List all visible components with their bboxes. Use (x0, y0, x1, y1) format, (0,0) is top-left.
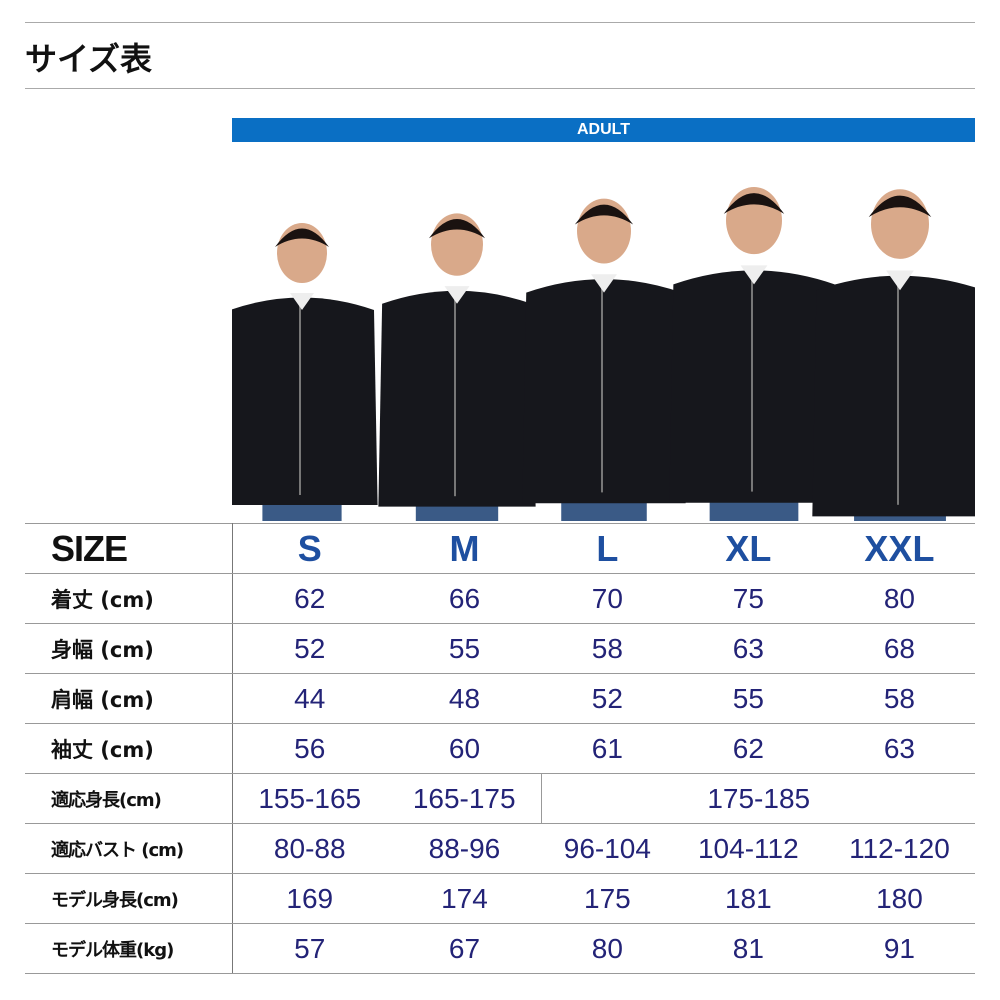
cell: 55 (672, 673, 824, 724)
cell: 80-88 (232, 823, 387, 874)
table-row: 適応身長(cm) 155-165 165-175 175-185 (25, 773, 975, 824)
cell: 52 (232, 623, 387, 674)
cell: 48 (386, 673, 542, 724)
size-xl: XL (672, 523, 824, 574)
size-m: M (386, 523, 542, 574)
title-divider (25, 88, 975, 89)
page-title: サイズ表 (25, 40, 153, 78)
size-table: SIZE S M L XL XXL 着丈 (cm) 62 66 70 75 80 身幅 (… (25, 523, 975, 974)
size-xxl: XXL (823, 523, 975, 574)
cell: 63 (672, 623, 824, 674)
row-label: 着丈 (cm) (25, 573, 233, 624)
cell: 67 (386, 923, 542, 974)
cell: 62 (672, 723, 824, 774)
cell: 80 (823, 573, 975, 624)
table-row: 適応バスト (cm) 80-88 88-96 96-104 104-112 112-120 (25, 823, 975, 874)
row-label: モデル体重(kg) (25, 923, 233, 974)
row-label: 適応身長(cm) (25, 773, 233, 824)
table-row: モデル身長(cm) 169 174 175 181 180 (25, 873, 975, 924)
cell: 91 (823, 923, 975, 974)
cell: 55 (386, 623, 542, 674)
row-label: 適応バスト (cm) (25, 823, 233, 874)
top-divider (25, 22, 975, 23)
cell: 112-120 (823, 823, 975, 874)
cell-merged: 175-185 (541, 773, 975, 824)
model-figure (812, 189, 988, 521)
cell: 180 (823, 873, 975, 924)
table-row: 着丈 (cm) 62 66 70 75 80 (25, 573, 975, 624)
cell: 96-104 (541, 823, 673, 874)
model-photos (226, 145, 988, 521)
size-l: L (541, 523, 673, 574)
cell: 165-175 (386, 773, 543, 824)
cell: 80 (541, 923, 673, 974)
cell: 155-165 (232, 773, 387, 824)
table-row: 肩幅 (cm) 44 48 52 55 58 (25, 673, 975, 724)
size-header-row: SIZE S M L XL XXL (25, 523, 975, 574)
table-row: モデル体重(kg) 57 67 80 81 91 (25, 923, 975, 974)
cell: 174 (386, 873, 542, 924)
model-figure (378, 213, 536, 521)
cell: 61 (541, 723, 673, 774)
cell: 58 (823, 673, 975, 724)
row-label: モデル身長(cm) (25, 873, 233, 924)
cell: 63 (823, 723, 975, 774)
cell: 70 (541, 573, 673, 624)
table-row: 袖丈 (cm) 56 60 61 62 63 (25, 723, 975, 774)
cell: 60 (386, 723, 542, 774)
model-figure (522, 198, 686, 521)
cell: 169 (232, 873, 387, 924)
size-s: S (232, 523, 387, 574)
cell: 56 (232, 723, 387, 774)
row-label: 袖丈 (cm) (25, 723, 233, 774)
cell: 75 (672, 573, 824, 624)
model-figure (226, 223, 378, 521)
cell: 57 (232, 923, 387, 974)
size-label: SIZE (25, 523, 233, 574)
cell: 66 (386, 573, 542, 624)
cell: 58 (541, 623, 673, 674)
cell: 68 (823, 623, 975, 674)
cell: 104-112 (672, 823, 824, 874)
cell: 81 (672, 923, 824, 974)
model-figure (669, 186, 839, 521)
adult-band: ADULT (232, 118, 975, 142)
cell: 88-96 (386, 823, 542, 874)
cell: 175 (541, 873, 673, 924)
table-row: 身幅 (cm) 52 55 58 63 68 (25, 623, 975, 674)
row-label: 身幅 (cm) (25, 623, 233, 674)
cell: 62 (232, 573, 387, 624)
row-label: 肩幅 (cm) (25, 673, 233, 724)
cell: 52 (541, 673, 673, 724)
cell: 44 (232, 673, 387, 724)
cell: 181 (672, 873, 824, 924)
